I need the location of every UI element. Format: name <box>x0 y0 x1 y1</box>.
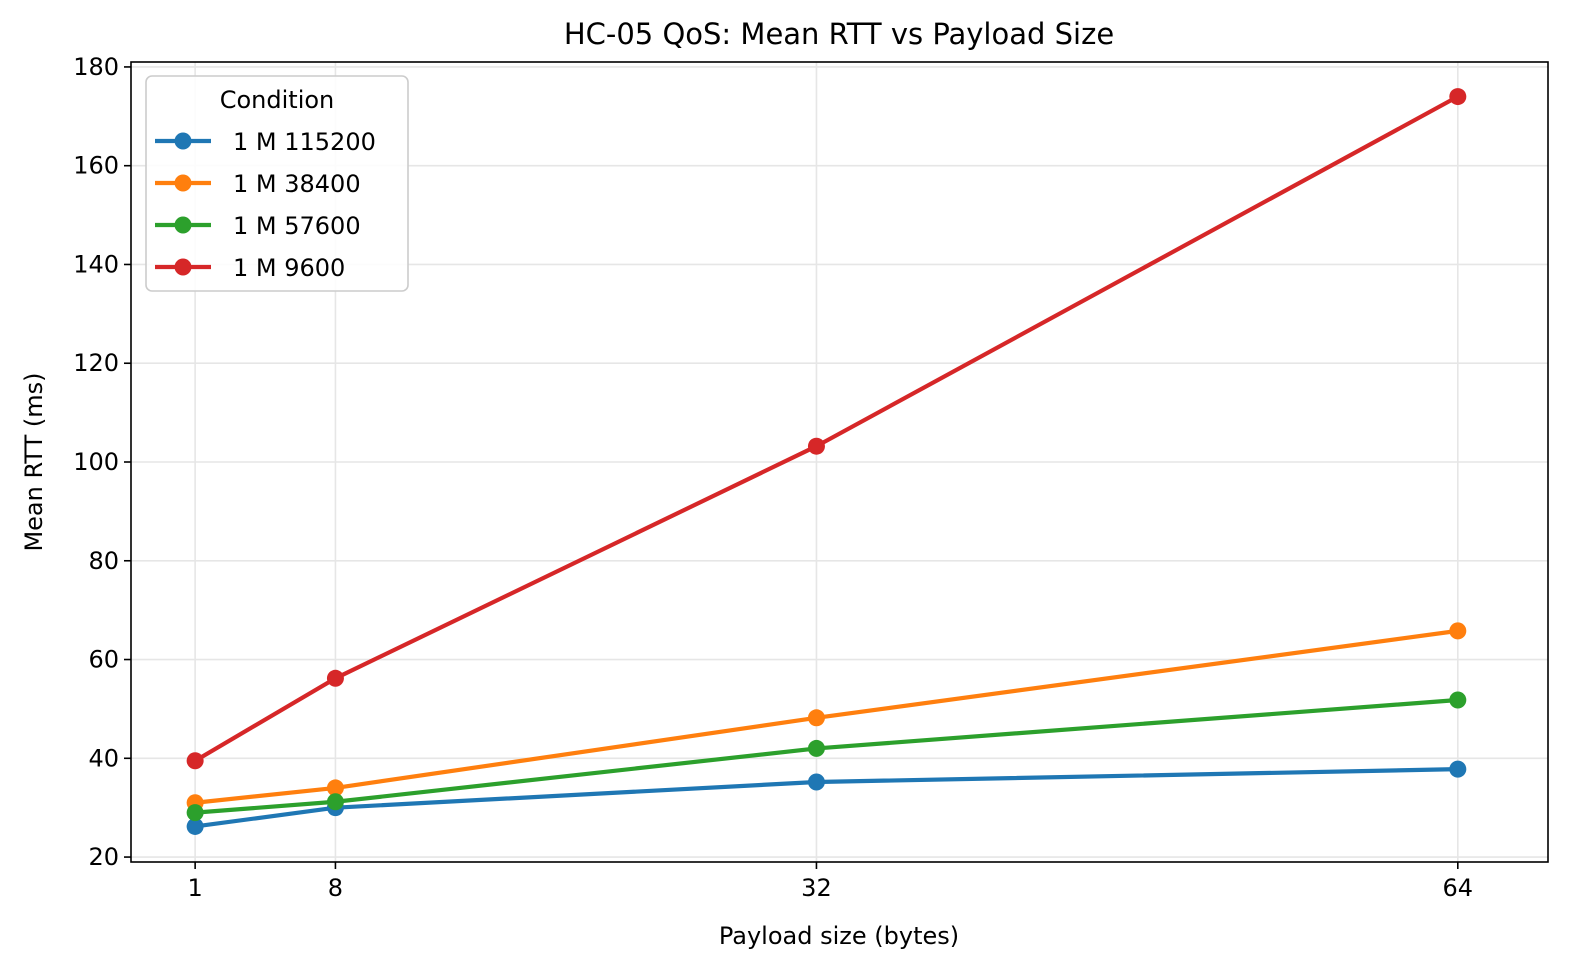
x-tick-label: 64 <box>1443 874 1474 902</box>
series-1-m-9600 <box>186 88 1467 770</box>
y-tick-label: 20 <box>88 843 119 871</box>
data-point-1-m-57600 <box>186 804 204 822</box>
grid-layer <box>131 62 1548 862</box>
y-tick-label: 60 <box>88 646 119 674</box>
data-point-1-m-9600 <box>326 669 344 687</box>
legend-entries: 1 M 115200 1 M 38400 1 M 57600 1 M 9600 <box>155 128 376 282</box>
legend-entry-1-m-38400: 1 M 38400 <box>155 170 361 198</box>
legend-title: Condition <box>220 86 335 114</box>
series-line-1-m-9600 <box>193 94 1460 763</box>
series-line-1-m-115200 <box>193 767 1460 829</box>
x-axis-label: Payload size (bytes) <box>719 922 959 950</box>
x-axis-ticks: 1 8 32 64 <box>187 862 1473 902</box>
series-layer <box>186 88 1467 835</box>
legend-entry-1-m-9600: 1 M 9600 <box>155 254 345 282</box>
data-point-1-m-115200 <box>186 817 204 835</box>
series-line-1-m-38400 <box>193 628 1460 805</box>
x-tick-label: 32 <box>801 874 832 902</box>
legend-label: 1 M 9600 <box>233 254 345 282</box>
data-point-1-m-38400 <box>326 779 344 797</box>
data-point-1-m-57600 <box>326 793 344 811</box>
legend-entry-1-m-115200: 1 M 115200 <box>155 128 376 156</box>
legend-label: 1 M 57600 <box>233 212 361 240</box>
legend-swatch-marker <box>174 216 192 234</box>
chart-title: HC-05 QoS: Mean RTT vs Payload Size <box>564 17 1114 51</box>
data-point-1-m-9600 <box>1449 88 1467 106</box>
data-point-1-m-9600 <box>186 752 204 770</box>
data-point-1-m-57600 <box>807 739 825 757</box>
legend-label: 1 M 38400 <box>233 170 361 198</box>
legend-swatch-marker <box>174 258 192 276</box>
series-line-1-m-57600 <box>193 697 1460 815</box>
y-tick-label: 120 <box>73 349 119 377</box>
y-axis-ticks: 20 40 60 80 100 120 140 160 180 <box>73 53 131 871</box>
data-point-1-m-9600 <box>807 437 825 455</box>
y-axis-label: Mean RTT (ms) <box>20 372 48 551</box>
data-point-1-m-38400 <box>1449 622 1467 640</box>
legend-label: 1 M 115200 <box>233 128 376 156</box>
y-tick-label: 80 <box>88 547 119 575</box>
series-1-m-57600 <box>186 691 1467 822</box>
y-tick-label: 180 <box>73 53 119 81</box>
data-point-1-m-115200 <box>807 773 825 791</box>
y-tick-label: 100 <box>73 448 119 476</box>
data-point-1-m-115200 <box>1449 760 1467 778</box>
legend-swatch-marker <box>174 132 192 150</box>
data-point-1-m-57600 <box>1449 691 1467 709</box>
y-tick-label: 140 <box>73 250 119 278</box>
x-tick-label: 8 <box>328 874 343 902</box>
x-tick-label: 1 <box>187 874 202 902</box>
y-tick-label: 160 <box>73 152 119 180</box>
y-tick-label: 40 <box>88 744 119 772</box>
legend-box <box>145 75 409 292</box>
legend-entry-1-m-57600: 1 M 57600 <box>155 212 361 240</box>
data-point-1-m-38400 <box>807 709 825 727</box>
legend-swatch-marker <box>174 174 192 192</box>
